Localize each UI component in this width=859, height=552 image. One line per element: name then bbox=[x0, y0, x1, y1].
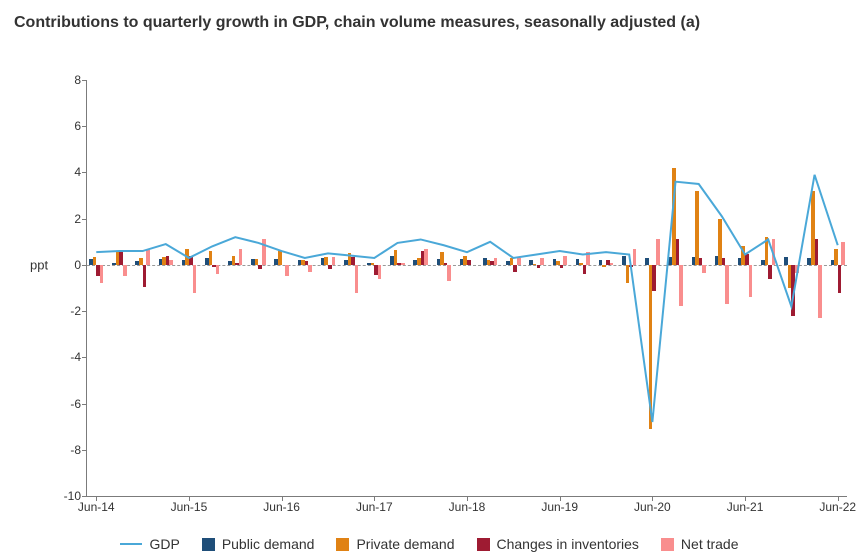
y-tick-label: -8 bbox=[70, 443, 87, 457]
legend-item-changes-in-inventories: Changes in inventories bbox=[477, 536, 639, 552]
x-tick-label: Jun-18 bbox=[449, 500, 486, 514]
y-tick-label: 2 bbox=[74, 212, 87, 226]
x-tick-label: Jun-20 bbox=[634, 500, 671, 514]
legend: GDP Public demand Private demand Changes in… bbox=[10, 536, 849, 552]
y-tick-label: 6 bbox=[74, 119, 87, 133]
x-tick-label: Jun-17 bbox=[356, 500, 393, 514]
legend-swatch bbox=[477, 538, 490, 551]
y-tick-label: 0 bbox=[74, 258, 87, 272]
x-tick-label: Jun-16 bbox=[263, 500, 300, 514]
x-tick bbox=[652, 496, 653, 501]
legend-swatch bbox=[336, 538, 349, 551]
legend-label: GDP bbox=[149, 536, 179, 552]
x-tick-label: Jun-21 bbox=[727, 500, 764, 514]
legend-swatch bbox=[202, 538, 215, 551]
legend-item-net-trade: Net trade bbox=[661, 536, 739, 552]
y-tick-label: 4 bbox=[74, 165, 87, 179]
x-tick bbox=[282, 496, 283, 501]
gdp-line bbox=[87, 80, 847, 496]
y-axis-label: ppt bbox=[30, 257, 48, 272]
x-tick bbox=[96, 496, 97, 501]
y-tick-label: -6 bbox=[70, 397, 87, 411]
x-tick-label: Jun-19 bbox=[541, 500, 578, 514]
x-tick-label: Jun-22 bbox=[819, 500, 856, 514]
x-tick bbox=[189, 496, 190, 501]
legend-item-gdp: GDP bbox=[120, 536, 179, 552]
y-tick-label: -2 bbox=[70, 304, 87, 318]
legend-label: Private demand bbox=[356, 536, 454, 552]
x-tick-label: Jun-14 bbox=[78, 500, 115, 514]
legend-item-private-demand: Private demand bbox=[336, 536, 454, 552]
legend-line-swatch bbox=[120, 543, 142, 545]
legend-swatch bbox=[661, 538, 674, 551]
x-tick bbox=[467, 496, 468, 501]
y-tick-label: -4 bbox=[70, 350, 87, 364]
y-tick-label: 8 bbox=[74, 73, 87, 87]
x-tick bbox=[838, 496, 839, 501]
chart-title: Contributions to quarterly growth in GDP… bbox=[14, 14, 849, 32]
plot-area: -10-8-6-4-202468Jun-14Jun-15Jun-16Jun-17… bbox=[86, 80, 847, 497]
x-tick-label: Jun-15 bbox=[171, 500, 208, 514]
legend-label: Net trade bbox=[681, 536, 739, 552]
legend-item-public-demand: Public demand bbox=[202, 536, 315, 552]
x-tick bbox=[374, 496, 375, 501]
legend-label: Changes in inventories bbox=[497, 536, 639, 552]
legend-label: Public demand bbox=[222, 536, 315, 552]
x-tick bbox=[745, 496, 746, 501]
x-tick bbox=[560, 496, 561, 501]
